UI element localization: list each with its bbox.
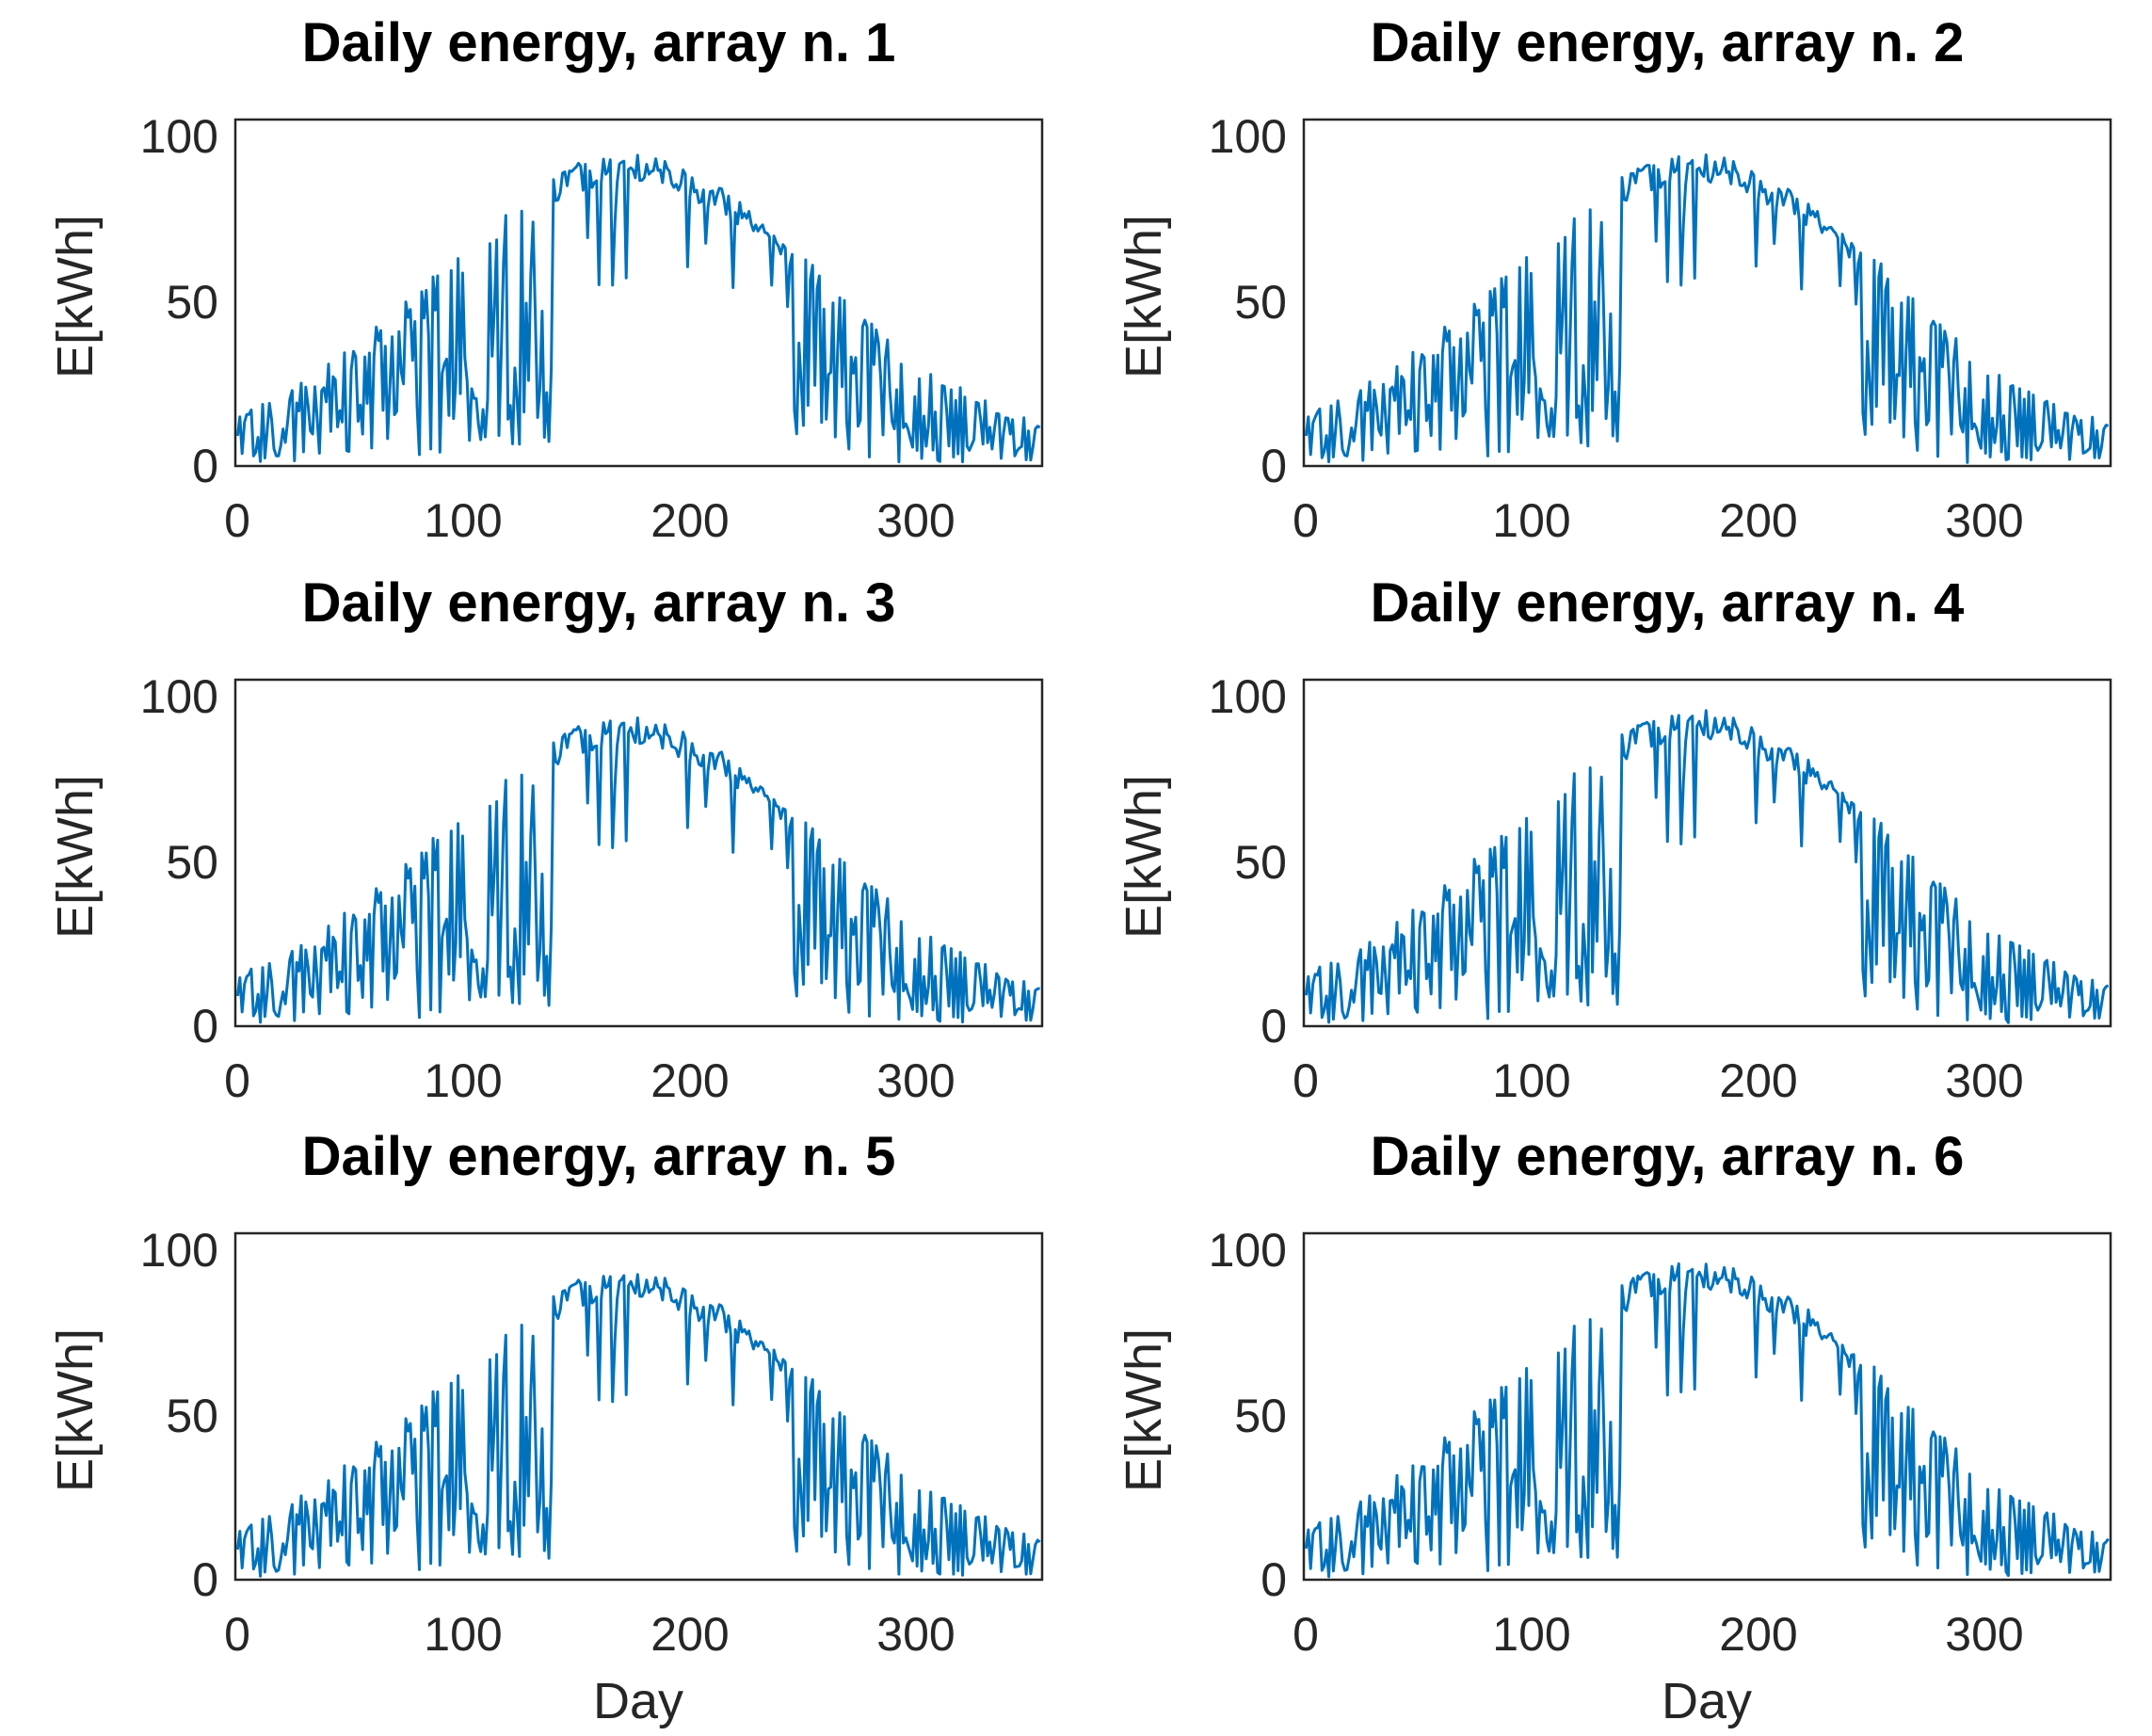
y-tick-label: 0 bbox=[192, 440, 218, 492]
subplot-title: Daily energy, array n. 3 bbox=[302, 572, 896, 634]
y-tick-label: 100 bbox=[1209, 670, 1287, 723]
subplot-title: Daily energy, array n. 6 bbox=[1371, 1126, 1965, 1187]
y-axis-label: E[kWh] bbox=[1116, 215, 1172, 378]
y-tick-label: 100 bbox=[140, 110, 218, 163]
x-tick-label: 0 bbox=[224, 1608, 250, 1661]
x-tick-label: 200 bbox=[650, 1054, 729, 1107]
y-tick-label: 50 bbox=[166, 1390, 218, 1442]
subplot-5: Daily energy, array n. 5 0 50 100 0 100 … bbox=[47, 1126, 1044, 1729]
y-tick-label: 50 bbox=[166, 836, 218, 889]
x-tick-label: 0 bbox=[224, 1054, 250, 1107]
y-tick-label: 0 bbox=[1261, 1000, 1287, 1053]
plot-frame bbox=[233, 118, 1044, 468]
x-tick-label: 300 bbox=[876, 494, 955, 547]
y-tick-label: 0 bbox=[1261, 440, 1287, 492]
x-tick-label: 0 bbox=[1293, 1054, 1319, 1107]
x-tick-label: 200 bbox=[650, 494, 729, 547]
series-line bbox=[235, 716, 1040, 1024]
plot-frame bbox=[233, 678, 1044, 1028]
plot-frame bbox=[233, 1231, 1044, 1582]
x-axis-label: Day bbox=[593, 1673, 683, 1729]
x-tick-label: 200 bbox=[1719, 494, 1797, 547]
x-tick-label: 200 bbox=[1719, 1054, 1797, 1107]
plot-frame bbox=[1302, 1231, 2112, 1582]
subplot-title: Daily energy, array n. 5 bbox=[302, 1126, 896, 1187]
plot-frame bbox=[1302, 678, 2112, 1028]
y-tick-label: 0 bbox=[192, 1000, 218, 1053]
subplot-1: Daily energy, array n. 1 0 50 100 0 100 … bbox=[47, 12, 1044, 547]
x-tick-label: 0 bbox=[1293, 494, 1319, 547]
subplot-6: Daily energy, array n. 6 0 50 100 0 100 … bbox=[1116, 1126, 2112, 1729]
subplot-title: Daily energy, array n. 2 bbox=[1371, 12, 1965, 73]
y-axis-label: E[kWh] bbox=[1116, 1328, 1172, 1492]
subplot-3: Daily energy, array n. 3 0 50 100 0 100 … bbox=[47, 572, 1044, 1107]
y-tick-label: 50 bbox=[1234, 276, 1287, 329]
y-tick-label: 0 bbox=[1261, 1553, 1287, 1606]
x-tick-label: 300 bbox=[1945, 1054, 2023, 1107]
y-axis-label: E[kWh] bbox=[47, 215, 104, 378]
series-line bbox=[1304, 1262, 2110, 1579]
subplot-title: Daily energy, array n. 4 bbox=[1371, 572, 1965, 634]
x-tick-label: 100 bbox=[1492, 494, 1570, 547]
series-line bbox=[1304, 153, 2110, 464]
y-tick-label: 50 bbox=[166, 276, 218, 329]
x-tick-label: 300 bbox=[876, 1608, 955, 1661]
x-tick-label: 300 bbox=[876, 1054, 955, 1107]
y-axis-label: E[kWh] bbox=[47, 775, 104, 939]
subplot-title: Daily energy, array n. 1 bbox=[302, 12, 896, 73]
series-line bbox=[235, 153, 1041, 464]
x-tick-label: 100 bbox=[1492, 1054, 1570, 1107]
x-tick-label: 200 bbox=[650, 1608, 729, 1661]
x-tick-label: 200 bbox=[1719, 1608, 1797, 1661]
y-tick-label: 100 bbox=[140, 1224, 218, 1277]
plot-frame bbox=[1302, 118, 2112, 468]
y-axis-label: E[kWh] bbox=[47, 1328, 104, 1492]
y-tick-label: 50 bbox=[1234, 836, 1287, 889]
y-tick-label: 100 bbox=[140, 670, 218, 723]
x-tick-label: 0 bbox=[1293, 1608, 1319, 1661]
x-tick-label: 300 bbox=[1945, 494, 2023, 547]
y-axis-label: E[kWh] bbox=[1116, 775, 1172, 939]
y-tick-label: 50 bbox=[1234, 1390, 1287, 1442]
y-tick-label: 100 bbox=[1209, 1224, 1287, 1277]
subplot-2: Daily energy, array n. 2 0 50 100 0 100 … bbox=[1116, 12, 2112, 547]
y-tick-label: 0 bbox=[192, 1553, 218, 1606]
x-tick-label: 100 bbox=[424, 1054, 502, 1107]
x-tick-label: 300 bbox=[1945, 1608, 2023, 1661]
x-tick-label: 100 bbox=[424, 1608, 502, 1661]
series-line bbox=[235, 1273, 1041, 1578]
x-tick-label: 0 bbox=[224, 494, 250, 547]
y-tick-label: 100 bbox=[1209, 110, 1287, 163]
x-axis-label: Day bbox=[1662, 1673, 1752, 1729]
x-tick-label: 100 bbox=[424, 494, 502, 547]
subplot-4: Daily energy, array n. 4 0 50 100 0 100 … bbox=[1116, 572, 2112, 1107]
x-tick-label: 100 bbox=[1492, 1608, 1570, 1661]
series-line bbox=[1304, 709, 2110, 1024]
